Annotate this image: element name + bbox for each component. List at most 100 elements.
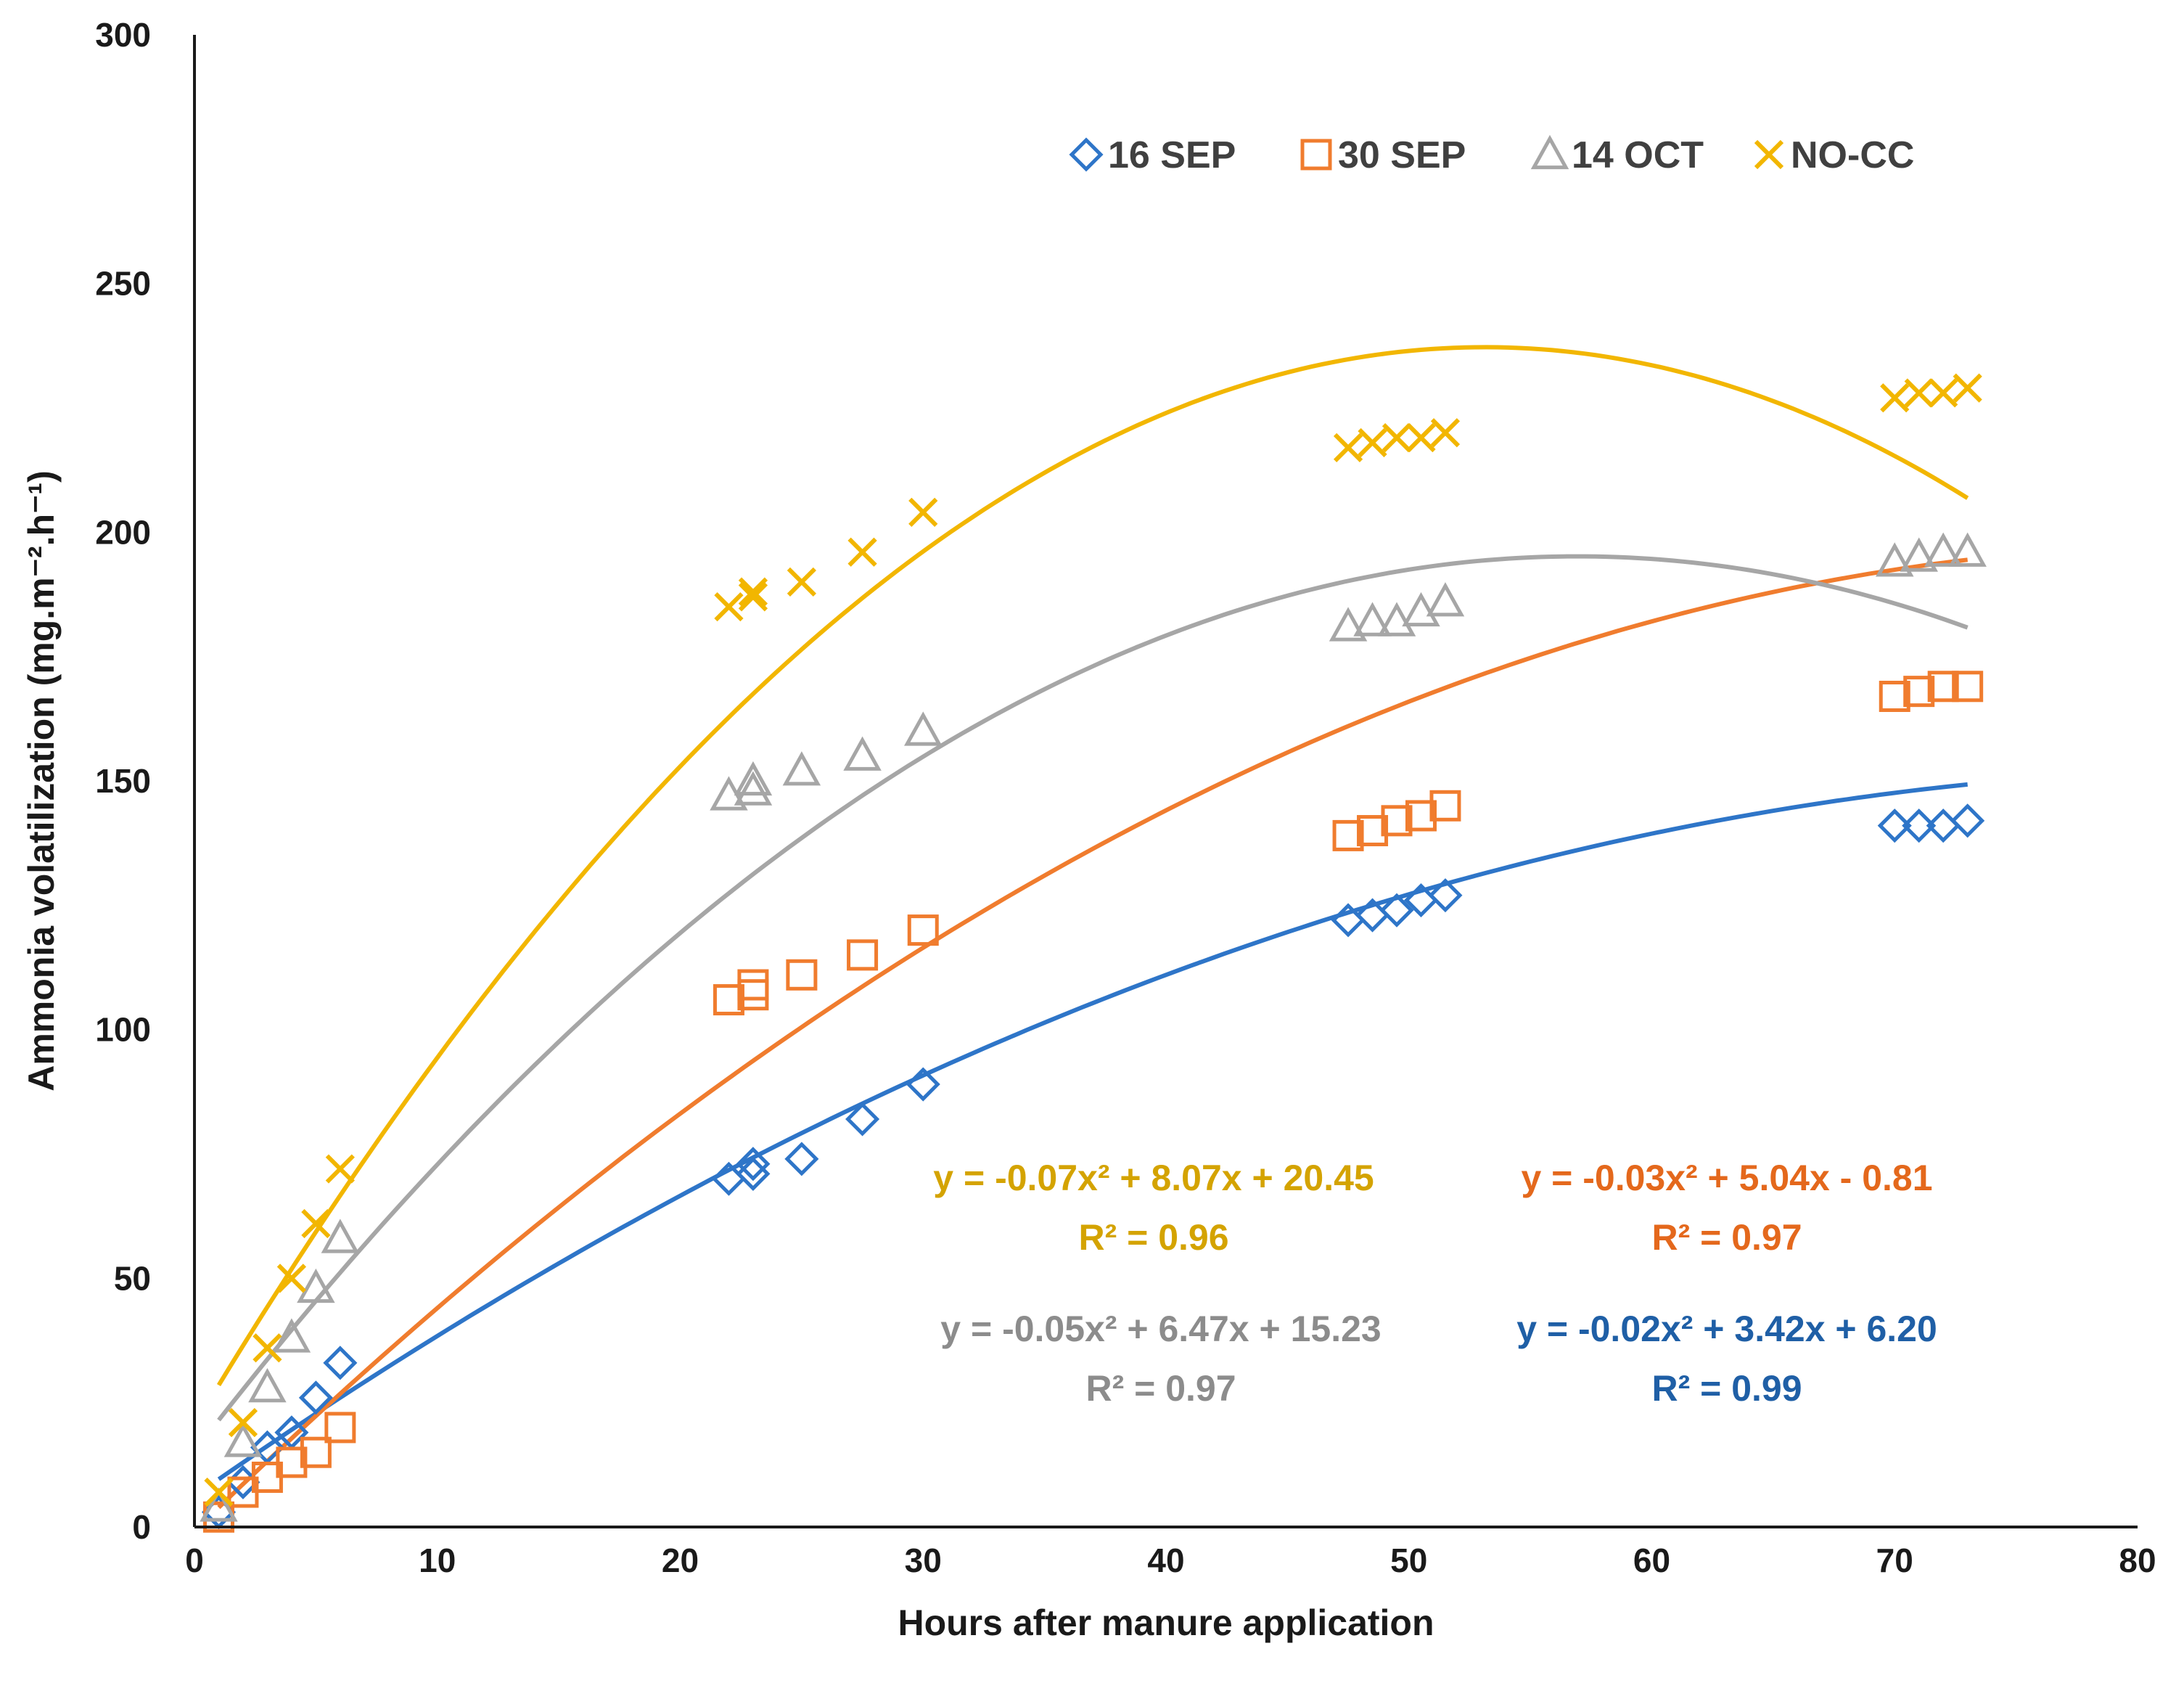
legend-marker-16-sep [1069, 137, 1104, 172]
point-16-sep [1428, 878, 1463, 913]
point-30-sep [1332, 819, 1364, 851]
point-14-oct [1426, 582, 1465, 617]
y-tick-label: 300 [95, 16, 151, 54]
y-tick-label: 0 [132, 1508, 151, 1546]
trendline-no-cc [216, 345, 1969, 1387]
point-no-cc [787, 567, 817, 597]
point-no-cc [301, 1208, 331, 1239]
point-no-cc [908, 497, 938, 528]
legend-label-16-sep: 16 SEP [1108, 134, 1236, 176]
point-14-oct [904, 711, 943, 746]
x-tick-label: 40 [1147, 1542, 1184, 1579]
point-14-oct [1353, 602, 1392, 636]
point-30-sep [1903, 676, 1935, 708]
point-30-sep [786, 959, 818, 991]
point-no-cc [1953, 373, 1982, 403]
point-16-sep [784, 1142, 819, 1176]
x-tick-label: 0 [185, 1542, 204, 1579]
point-30-sep [737, 969, 769, 1001]
point-14-oct [200, 1487, 238, 1522]
point-30-sep [1879, 680, 1910, 712]
axes [193, 35, 2138, 1528]
point-30-sep [1952, 671, 1984, 703]
legend-label-30-sep: 30 SEP [1338, 134, 1466, 176]
point-no-cc [738, 577, 768, 607]
point-no-cc [276, 1264, 307, 1293]
point-16-sep [736, 1147, 771, 1182]
trendline-14-oct [217, 554, 1969, 1422]
point-no-cc [253, 1333, 282, 1363]
point-16-sep [845, 1102, 880, 1137]
tick-labels: 0 50 100 150 200 250 300 0 10 20 30 40 50 60 70 80 [95, 16, 2156, 1579]
y-tick-label: 150 [95, 762, 151, 800]
point-14-oct [734, 771, 773, 806]
point-30-sep [1429, 790, 1461, 822]
point-14-oct [223, 1422, 263, 1457]
point-14-oct [248, 1367, 287, 1403]
point-no-cc [325, 1154, 355, 1184]
legend-marker-30-sep [1300, 139, 1332, 171]
x-tick-label: 10 [419, 1542, 456, 1579]
point-14-oct [297, 1268, 335, 1303]
point-14-oct [734, 761, 773, 796]
x-tick-label: 30 [905, 1542, 942, 1579]
point-30-sep [847, 939, 879, 971]
point-30-sep [1927, 671, 1959, 703]
point-no-cc [1358, 427, 1387, 458]
point-16-sep [1379, 893, 1414, 928]
point-no-cc [1929, 378, 1958, 408]
legend-marker-no-cc [1754, 139, 1784, 170]
point-no-cc [847, 537, 877, 567]
point-no-cc [228, 1407, 258, 1438]
point-30-sep [1357, 815, 1389, 847]
legend: 16 SEP 30 SEP 14 OCT NO-CC [1069, 134, 1914, 176]
trendline-16-sep [217, 782, 1969, 1481]
equation-30-sep: y = -0.03x² + 5.04x - 0.81 [1521, 1158, 1932, 1198]
r-squared-16-sep: R² = 0.99 [1651, 1368, 1802, 1409]
point-14-oct [1876, 542, 1914, 577]
point-14-oct [272, 1318, 311, 1353]
data-markers [200, 373, 1987, 1533]
point-no-cc [1333, 433, 1363, 462]
point-16-sep [1950, 803, 1985, 838]
point-no-cc [738, 582, 768, 612]
trendlines [216, 345, 1969, 1510]
point-16-sep [1877, 808, 1912, 843]
point-no-cc [1904, 378, 1934, 408]
point-14-oct [843, 736, 882, 771]
equation-no-cc: y = -0.07x² + 8.07x + 20.45 [933, 1158, 1374, 1198]
point-14-oct [1329, 607, 1368, 642]
point-14-oct [1924, 532, 1963, 567]
x-tick-label: 20 [662, 1542, 699, 1579]
legend-label-no-cc: NO-CC [1791, 134, 1914, 176]
x-axis-title: Hours after manure application [898, 1602, 1434, 1643]
x-tick-label: 60 [1633, 1542, 1670, 1579]
y-tick-label: 100 [95, 1011, 151, 1049]
point-30-sep [1405, 800, 1437, 832]
y-tick-label: 200 [95, 513, 151, 551]
point-no-cc [1880, 383, 1910, 413]
r-squared-30-sep: R² = 0.97 [1651, 1217, 1802, 1258]
point-14-oct [1402, 591, 1440, 627]
y-axis-title: Ammonia volatilization (mg.m⁻².h⁻¹) [21, 470, 62, 1092]
point-14-oct [782, 751, 821, 786]
x-tick-label: 50 [1390, 1542, 1427, 1579]
x-tick-label: 80 [2119, 1542, 2156, 1579]
point-30-sep [907, 914, 939, 946]
point-16-sep [298, 1380, 333, 1415]
point-14-oct [321, 1219, 360, 1253]
point-no-cc [1430, 418, 1461, 448]
point-30-sep [1381, 805, 1413, 837]
legend-marker-14-oct [1530, 134, 1569, 170]
r-squared-no-cc: R² = 0.96 [1078, 1217, 1228, 1258]
trendline-30-sep [217, 557, 1969, 1510]
point-no-cc [714, 592, 744, 622]
point-16-sep [906, 1067, 940, 1102]
equation-14-oct: y = -0.05x² + 6.47x + 15.23 [940, 1309, 1381, 1349]
point-no-cc [1382, 422, 1412, 453]
y-tick-label: 250 [95, 265, 151, 303]
point-no-cc [204, 1477, 234, 1507]
trendline-equations: y = -0.02x² + 3.42x + 6.20 R² = 0.99 y = -… [933, 1158, 1937, 1409]
x-tick-label: 70 [1876, 1542, 1913, 1579]
point-16-sep [323, 1346, 358, 1380]
